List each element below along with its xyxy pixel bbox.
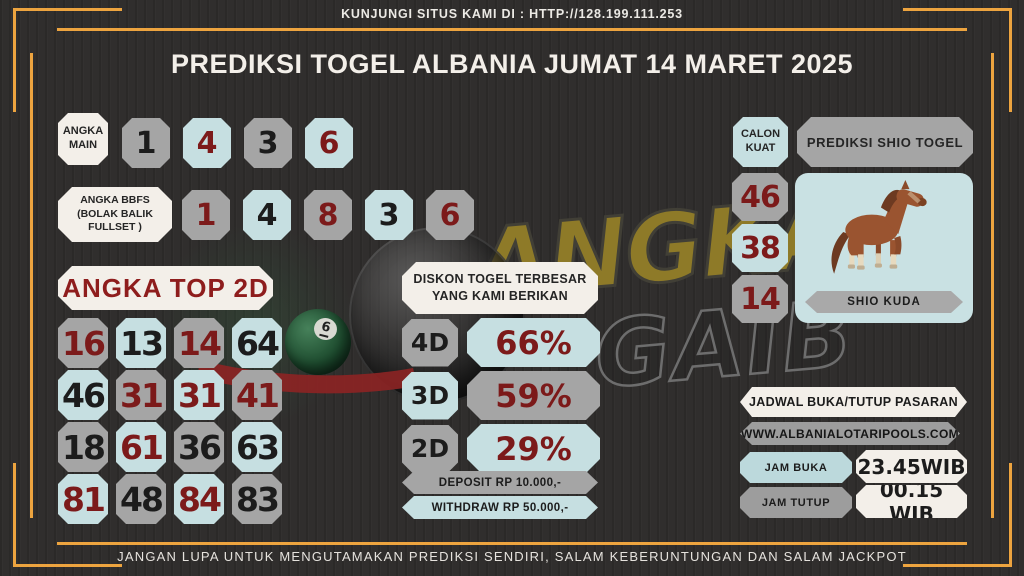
diskon-row: 2D 29%	[402, 424, 600, 473]
frame-inner-line-top	[57, 28, 967, 31]
angka-top-2d-label: ANGKA TOP 2D	[58, 266, 273, 310]
prediksi-shio-title: PREDIKSI SHIO TOGEL	[797, 117, 973, 167]
top-2d-number: 14	[174, 318, 224, 368]
angka-main-number: 1	[122, 118, 170, 168]
angka-main-number: 4	[183, 118, 231, 168]
top-2d-number: 36	[174, 422, 224, 472]
jam-buka-label: JAM BUKA	[740, 452, 852, 483]
jam-tutup-label: JAM TUTUP	[740, 487, 852, 518]
site-url-banner[interactable]: KUNJUNGI SITUS KAMI DI : HTTP://128.199.…	[341, 7, 683, 21]
top-2d-number: 48	[116, 474, 166, 524]
calon-kuat-number: 38	[732, 224, 788, 272]
top-2d-number: 64	[232, 318, 282, 368]
calon-kuat-tiles: 46 38 14	[732, 173, 788, 323]
top-2d-number: 16	[58, 318, 108, 368]
angka-main-number: 3	[244, 118, 292, 168]
green-six-ball: 6	[285, 309, 351, 375]
angka-bbfs-number: 3	[365, 190, 413, 240]
diskon-dimension-label: 2D	[402, 425, 458, 473]
top-2d-number: 84	[174, 474, 224, 524]
calon-kuat-number: 14	[732, 275, 788, 323]
ball-number-circle: 6	[311, 315, 340, 343]
diskon-dimension-label: 3D	[402, 372, 458, 420]
angka-bbfs-number: 1	[182, 190, 230, 240]
diskon-title: DISKON TOGEL TERBESAR YANG KAMI BERIKAN	[402, 262, 598, 314]
diskon-percent-value: 66%	[467, 318, 600, 367]
top-2d-number: 31	[174, 370, 224, 420]
page-title: PREDIKSI TOGEL ALBANIA JUMAT 14 MARET 20…	[170, 49, 854, 79]
footer-message: JANGAN LUPA UNTUK MENGUTAMAKAN PREDIKSI …	[117, 549, 907, 564]
angka-bbfs-number: 6	[426, 190, 474, 240]
calon-kuat-label: CALON KUAT	[733, 117, 788, 167]
withdraw-banner: WITHDRAW RP 50.000,-	[402, 496, 598, 519]
diskon-row: 4D 66%	[402, 318, 600, 367]
top-2d-number: 31	[116, 370, 166, 420]
horse-illustration	[831, 180, 927, 274]
frame-inner-line-bottom	[57, 542, 967, 545]
angka-main-number: 6	[305, 118, 353, 168]
diskon-dimension-label: 4D	[402, 319, 458, 367]
top-2d-number: 83	[232, 474, 282, 524]
top-2d-number: 61	[116, 422, 166, 472]
top-2d-number: 63	[232, 422, 282, 472]
top-2d-number: 46	[58, 370, 108, 420]
jam-buka-value: 23.45WIB	[856, 450, 967, 483]
frame-corner-top-left	[13, 8, 122, 112]
frame-inner-line-right	[991, 53, 994, 518]
diskon-rows: 4D 66% 3D 59% 2D 29%	[402, 318, 600, 473]
angka-bbfs-label: ANGKA BBFS (BOLAK BALIK FULLSET )	[58, 187, 172, 242]
diskon-percent-value: 59%	[467, 371, 600, 420]
jam-tutup-value: 00.15 WIB	[856, 485, 967, 518]
angka-main-label: ANGKA MAIN	[58, 113, 108, 165]
top-2d-number: 13	[116, 318, 166, 368]
diskon-row: 3D 59%	[402, 371, 600, 420]
frame-inner-line-left	[30, 53, 33, 518]
shio-name-banner: SHIO KUDA	[805, 291, 963, 313]
top-2d-number: 41	[232, 370, 282, 420]
frame-corner-top-right	[903, 8, 1012, 112]
frame-corner-bottom-right	[903, 463, 1012, 567]
deposit-banner: DEPOSIT RP 10.000,-	[402, 471, 598, 494]
angka-top-2d-grid: 16 13 14 64 46 31 31 41 18 61 36 63 81 48 84 83	[58, 318, 288, 524]
shio-image-panel: SHIO KUDA	[795, 173, 973, 323]
angka-bbfs-number: 8	[304, 190, 352, 240]
angka-bbfs-number: 4	[243, 190, 291, 240]
website-banner[interactable]: WWW.ALBANIALOTARIPOOLS.COM	[740, 422, 960, 445]
top-2d-number: 18	[58, 422, 108, 472]
top-2d-number: 81	[58, 474, 108, 524]
jadwal-title-banner: JADWAL BUKA/TUTUP PASARAN	[740, 387, 967, 417]
calon-kuat-number: 46	[732, 173, 788, 221]
diskon-percent-value: 29%	[467, 424, 600, 473]
frame-corner-bottom-left	[13, 463, 122, 567]
